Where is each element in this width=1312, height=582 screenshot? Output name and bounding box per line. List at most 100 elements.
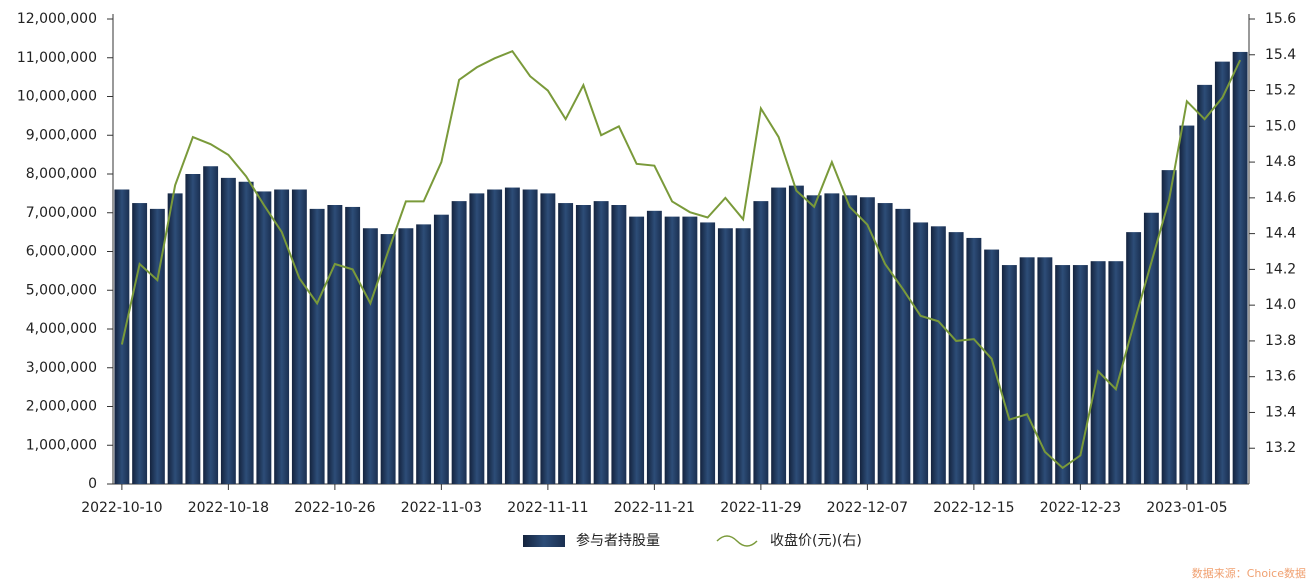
bar [345,206,361,484]
y2-tick-label: 13.8 [1265,333,1296,349]
bar [220,177,236,484]
bar [611,205,627,484]
bar [859,197,875,484]
y2-tick-label: 13.4 [1265,404,1296,420]
bar [327,205,343,484]
x-tick-label: 2022-11-29 [720,500,801,516]
bar [1161,170,1177,484]
bar [362,228,378,484]
bar [1179,125,1195,484]
y2-tick-label: 14.4 [1265,226,1296,242]
bar [398,228,414,484]
y-tick-label: 0 [88,476,97,492]
y-tick-label: 10,000,000 [17,89,97,105]
y-tick-label: 8,000,000 [26,166,97,182]
bar [646,210,662,484]
bar [717,228,733,484]
bar [380,234,396,484]
bar [1232,51,1248,484]
x-tick-label: 2023-01-05 [1146,500,1227,516]
bar [1126,232,1142,484]
x-tick-label: 2022-12-23 [1040,500,1121,516]
bar [522,189,538,484]
bar [842,195,858,484]
bar [1001,265,1017,484]
bar [948,232,964,484]
bar [291,189,307,484]
bar [469,193,485,484]
bar [930,226,946,484]
bar [558,203,574,484]
price-line [120,49,1242,470]
bar [1072,265,1088,484]
bar [309,208,325,484]
x-tick-label: 2022-10-10 [81,500,162,516]
bar [274,189,290,484]
source-note: 数据来源：Choice数据 [1192,566,1306,580]
bar [629,216,645,484]
bar [593,201,609,484]
bar [1143,212,1159,484]
bar [771,187,787,484]
bar [984,249,1000,484]
y2-tick-label: 14.0 [1265,297,1296,313]
bar [1037,257,1053,484]
bar [664,216,680,484]
bar [1197,84,1213,484]
legend-swatch [716,535,758,547]
bar [806,195,822,484]
bar [575,205,591,484]
bar [913,222,929,484]
x-tick-label: 2022-11-03 [401,500,482,516]
bar [540,193,556,484]
legend-label: 参与者持股量 [576,532,660,549]
x-tick-label: 2022-11-11 [507,500,588,516]
bar [1019,257,1035,484]
y-tick-label: 2,000,000 [26,399,97,415]
y2-tick-label: 13.6 [1265,369,1296,385]
y2-tick-label: 15.0 [1265,118,1296,134]
bar [700,222,716,484]
x-tick-label: 2022-12-15 [933,500,1014,516]
bar [788,185,804,484]
y2-tick-label: 14.6 [1265,190,1296,206]
bar [877,203,893,484]
y2-tick-label: 15.2 [1265,83,1296,99]
bar [1108,261,1124,484]
y-tick-label: 4,000,000 [26,321,97,337]
bar [238,181,254,484]
bar [966,237,982,484]
bar [451,201,467,484]
bar [114,189,130,484]
bar [256,191,272,484]
bar [753,201,769,484]
x-tick-label: 2022-12-07 [827,500,908,516]
bar [203,166,219,484]
x-tick-label: 2022-11-21 [614,500,695,516]
bar [416,224,432,484]
y-tick-label: 1,000,000 [26,437,97,453]
y-tick-label: 11,000,000 [17,50,97,66]
y2-tick-label: 15.6 [1265,11,1296,27]
bar [682,216,698,484]
y2-tick-label: 15.4 [1265,47,1296,63]
bar [1214,61,1230,484]
bar [487,189,503,484]
bar [504,187,520,484]
y2-tick-label: 14.8 [1265,154,1296,170]
bar [185,174,201,484]
y-tick-label: 12,000,000 [17,11,97,27]
bar [1055,265,1071,484]
legend-label: 收盘价(元)(右) [770,532,862,549]
bar [132,203,148,484]
y-tick-label: 9,000,000 [26,127,97,143]
y-tick-label: 5,000,000 [26,282,97,298]
bar [167,193,183,484]
legend-swatch [523,535,565,547]
x-tick-label: 2022-10-26 [294,500,375,516]
bar [735,228,751,484]
y-tick-label: 7,000,000 [26,205,97,221]
y-tick-label: 3,000,000 [26,360,97,376]
bar [824,193,840,484]
